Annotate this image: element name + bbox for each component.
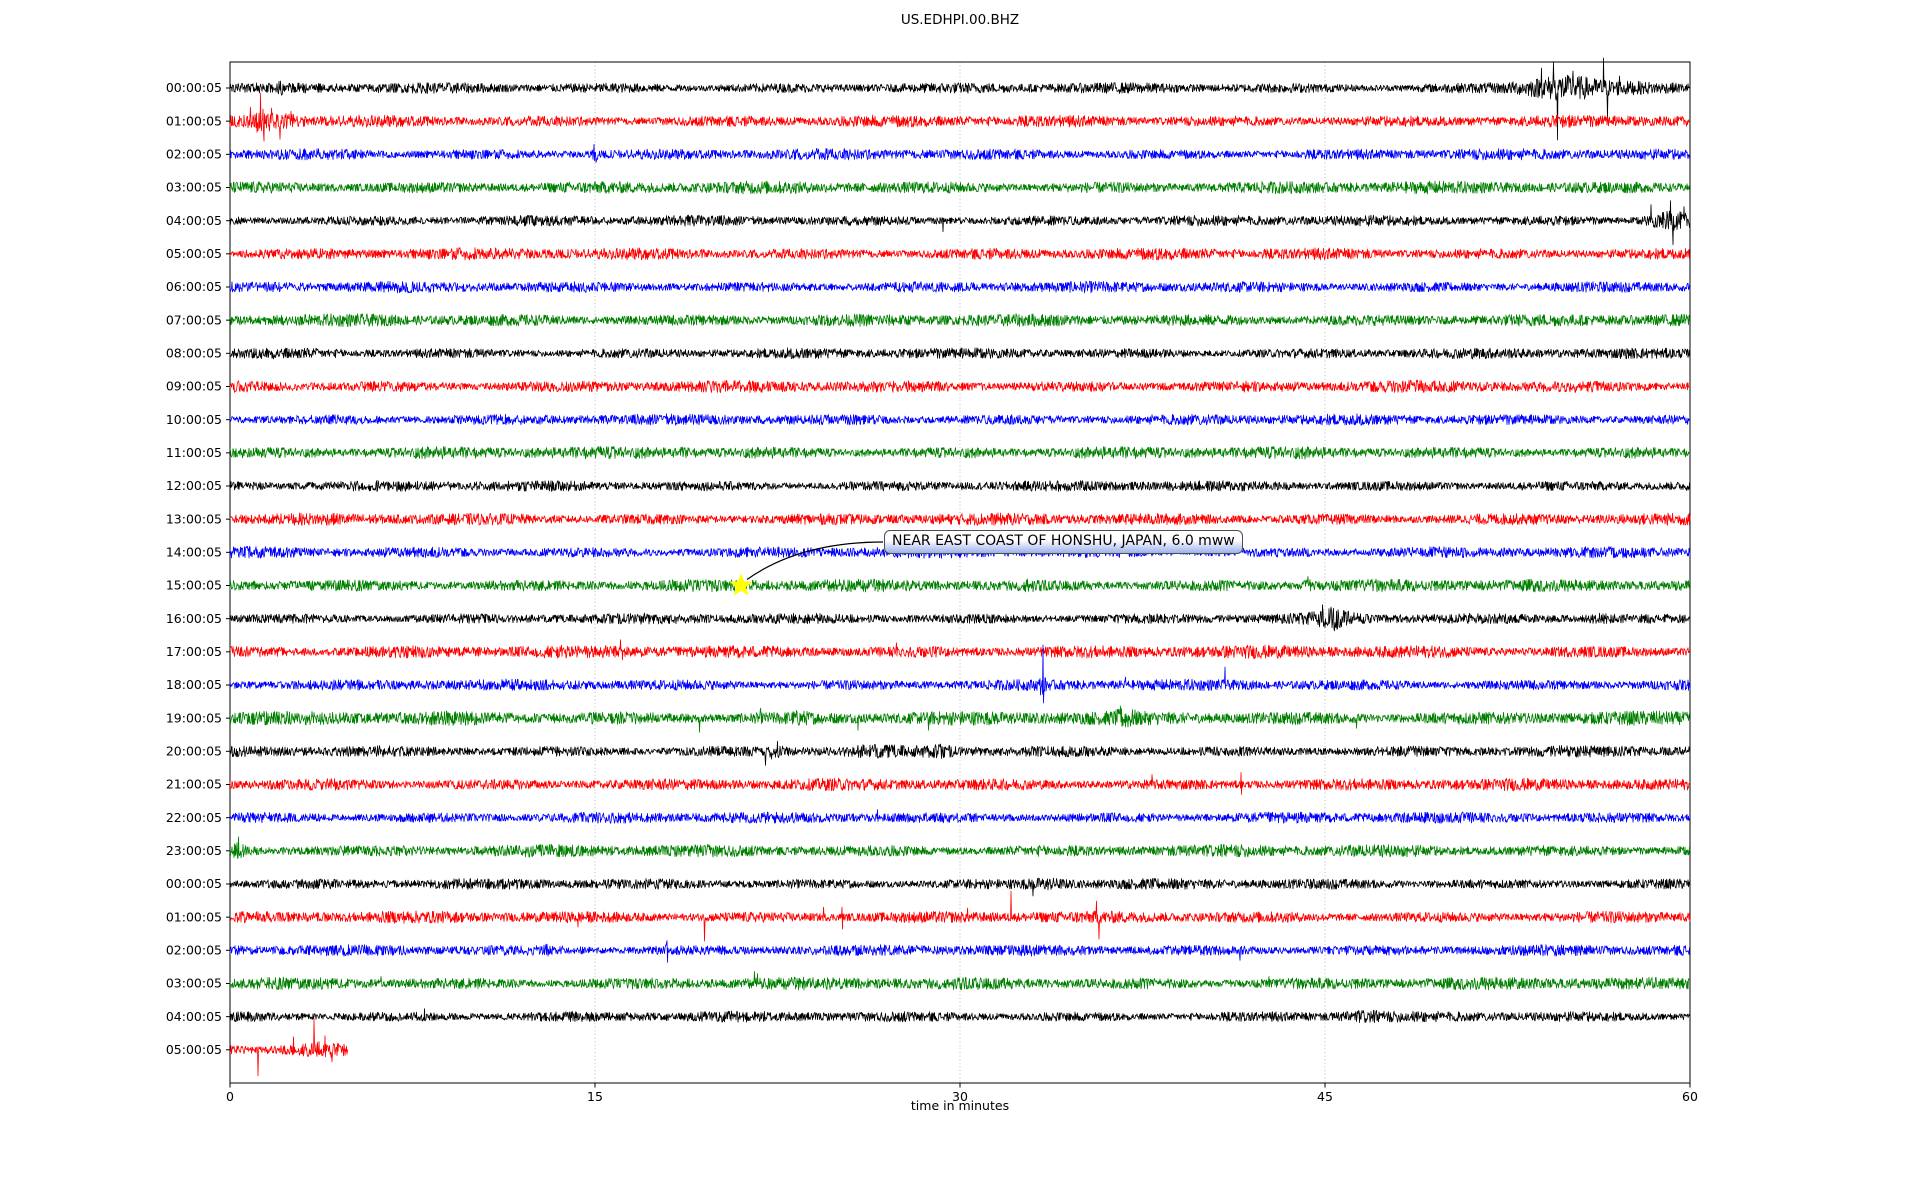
chart-title: US.EDHPI.00.BHZ [900, 12, 1020, 28]
trace-row-28 [229, 1008, 1691, 1024]
trace-row-4 [229, 200, 1691, 246]
trace-row-18 [229, 644, 1691, 704]
row-label-25: 01:00:05 [166, 909, 222, 924]
row-label-14: 14:00:05 [166, 545, 222, 560]
trace-row-29 [229, 1018, 349, 1077]
x-tick-label-45: 45 [1317, 1089, 1333, 1104]
trace-row-22 [229, 809, 1691, 824]
trace-row-15 [229, 576, 1691, 593]
trace-row-2 [229, 143, 1691, 163]
row-label-4: 04:00:05 [166, 213, 222, 228]
trace-row-1 [229, 92, 1691, 142]
row-label-18: 18:00:05 [166, 677, 222, 692]
row-label-0: 00:00:05 [166, 80, 222, 95]
event-annotation-text: NEAR EAST COAST OF HONSHU, JAPAN, 6.0 mw… [892, 533, 1235, 549]
trace-row-6 [229, 280, 1691, 294]
trace-row-24 [229, 877, 1691, 897]
row-label-19: 19:00:05 [166, 710, 222, 725]
trace-row-17 [229, 639, 1691, 661]
x-tick-label-60: 60 [1682, 1089, 1698, 1104]
row-label-23: 23:00:05 [166, 843, 222, 858]
row-label-16: 16:00:05 [166, 611, 222, 626]
row-label-28: 04:00:05 [166, 1009, 222, 1024]
row-label-22: 22:00:05 [166, 810, 222, 825]
annotation-leader-line [746, 541, 884, 580]
row-label-21: 21:00:05 [166, 777, 222, 792]
x-axis-label: time in minutes [910, 1098, 1010, 1113]
trace-row-13 [229, 512, 1691, 526]
row-label-8: 08:00:05 [166, 346, 222, 361]
row-label-20: 20:00:05 [166, 744, 222, 759]
trace-row-20 [229, 740, 1691, 766]
trace-row-11 [229, 445, 1691, 460]
x-tick-label-15: 15 [587, 1089, 603, 1104]
trace-row-8 [229, 347, 1691, 360]
trace-row-21 [229, 772, 1691, 795]
row-label-29: 05:00:05 [166, 1042, 222, 1057]
row-label-26: 02:00:05 [166, 943, 222, 958]
row-label-5: 05:00:05 [166, 246, 222, 261]
row-label-11: 11:00:05 [166, 445, 222, 460]
trace-row-16 [230, 604, 1691, 632]
x-tick-label-30: 30 [952, 1089, 968, 1104]
event-star-icon [730, 574, 752, 595]
trace-row-19 [229, 705, 1691, 733]
row-label-17: 17:00:05 [166, 644, 222, 659]
row-label-27: 03:00:05 [166, 976, 222, 991]
row-label-1: 01:00:05 [166, 113, 222, 128]
trace-row-5 [229, 247, 1691, 261]
row-label-13: 13:00:05 [166, 511, 222, 526]
trace-row-26 [229, 940, 1691, 963]
trace-row-25 [229, 890, 1691, 942]
row-label-6: 06:00:05 [166, 279, 222, 294]
trace-row-0 [229, 57, 1691, 141]
trace-row-10 [229, 413, 1691, 426]
event-annotation-box: NEAR EAST COAST OF HONSHU, JAPAN, 6.0 mw… [884, 530, 1243, 554]
trace-row-9 [229, 379, 1691, 394]
trace-row-12 [229, 480, 1691, 492]
row-label-7: 07:00:05 [166, 312, 222, 327]
row-label-3: 03:00:05 [166, 180, 222, 195]
row-label-9: 09:00:05 [166, 379, 222, 394]
trace-row-23 [229, 836, 1691, 859]
row-label-12: 12:00:05 [166, 478, 222, 493]
trace-row-3 [229, 180, 1691, 195]
row-label-15: 15:00:05 [166, 578, 222, 593]
row-label-10: 10:00:05 [166, 412, 222, 427]
trace-row-27 [229, 971, 1691, 991]
trace-row-7 [229, 313, 1691, 327]
row-label-2: 02:00:05 [166, 147, 222, 162]
x-tick-label-0: 0 [226, 1089, 234, 1104]
row-label-24: 00:00:05 [166, 876, 222, 891]
